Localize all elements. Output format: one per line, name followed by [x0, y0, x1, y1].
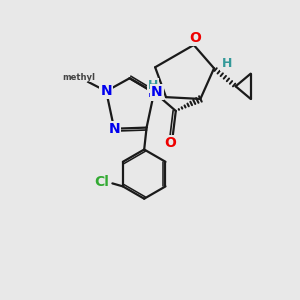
Text: N: N	[108, 122, 120, 136]
Text: O: O	[189, 32, 201, 45]
Text: Cl: Cl	[94, 175, 109, 189]
Text: O: O	[164, 136, 176, 150]
Text: N: N	[151, 85, 162, 99]
Text: N: N	[148, 86, 160, 100]
Text: N: N	[100, 84, 112, 98]
Text: H: H	[221, 57, 232, 70]
Text: methyl: methyl	[63, 73, 96, 82]
Text: H: H	[148, 79, 158, 92]
